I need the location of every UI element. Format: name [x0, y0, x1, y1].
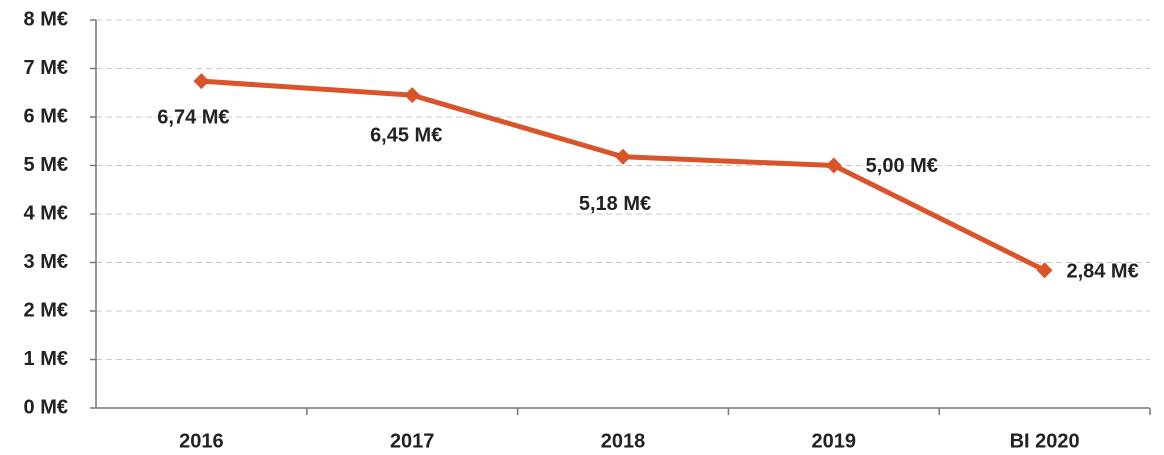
y-tick-label: 0 M€: [24, 396, 68, 418]
marker: [1036, 262, 1053, 279]
data-label: 5,00 M€: [866, 155, 938, 177]
marker: [615, 148, 631, 165]
x-tick-label: 2018: [601, 430, 646, 452]
data-label: 2,84 M€: [1066, 261, 1138, 283]
y-tick-label: 6 M€: [24, 105, 68, 127]
marker: [193, 73, 210, 90]
x-tick-label: 2019: [812, 430, 857, 452]
x-tick-label: 2016: [179, 430, 224, 452]
y-tick-label: 4 M€: [24, 202, 68, 224]
marker: [825, 157, 842, 174]
data-label: 6,45 M€: [370, 124, 442, 146]
x-tick-label: BI 2020: [1010, 430, 1080, 452]
x-tick-label: 2017: [390, 430, 435, 452]
y-tick-label: 7 M€: [24, 57, 68, 79]
marker: [404, 87, 421, 104]
y-tick-label: 8 M€: [24, 8, 68, 30]
y-tick-label: 3 M€: [24, 251, 68, 273]
data-label: 5,18 M€: [579, 193, 651, 215]
y-tick-label: 2 M€: [24, 299, 68, 321]
y-tick-label: 5 M€: [24, 154, 68, 176]
y-tick-label: 1 M€: [24, 348, 68, 370]
data-label: 6,74 M€: [157, 106, 229, 128]
